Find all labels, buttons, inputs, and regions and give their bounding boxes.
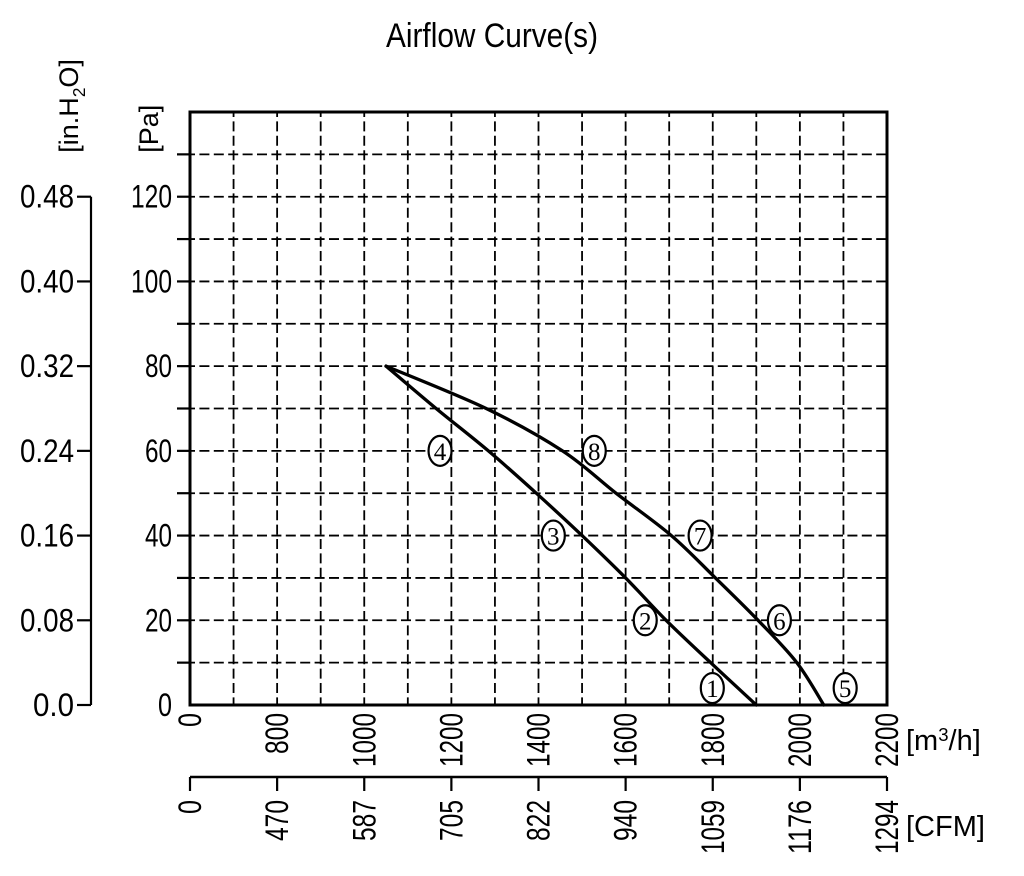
cfm-tick-label: 940 (608, 800, 644, 841)
m3h-tick-label: 1600 (608, 713, 644, 767)
curve-marker-circle (699, 671, 725, 705)
m3h-tick-label: 800 (259, 713, 295, 754)
inh2o-tick-label: 0.08 (20, 602, 74, 638)
inh2o-tick-label: 0.40 (20, 263, 74, 299)
cfm-tick-label: 1176 (782, 800, 818, 854)
curve-marker-number: 6 (773, 608, 786, 635)
curve-marker-3: 3 (540, 519, 566, 552)
pa-axis-ticks (177, 153, 190, 664)
curve-marker-number: 8 (588, 439, 601, 466)
cfm-tick-label: 0 (172, 800, 208, 814)
airflow-curve-5-6-7-8 (384, 364, 826, 707)
curve-marker-number: 2 (639, 608, 652, 635)
curve-marker-7: 7 (687, 519, 713, 552)
pa-tick-label: 40 (145, 518, 172, 554)
pa-tick-label: 80 (145, 348, 172, 384)
curve-marker-number: 7 (694, 524, 707, 551)
curve-marker-circle (766, 604, 793, 637)
m3h-tick-label: 1000 (346, 713, 382, 767)
pa-tick-label: 120 (131, 179, 172, 215)
m3h-axis-unit-label: [m3/h] (906, 724, 981, 757)
m3h-tick-label: 2200 (869, 713, 905, 767)
curve-marker-circle (632, 604, 658, 637)
m3h-tick-label: 1400 (521, 713, 557, 767)
m3h-tick-label: 1200 (433, 713, 469, 767)
inh2o-tick-label: 0.24 (20, 433, 74, 469)
cfm-axis-unit-label: [CFM] (906, 811, 985, 843)
curve-marker-number: 4 (434, 439, 447, 466)
curve-marker-number: 3 (547, 524, 560, 551)
curve-marker-circle (687, 519, 713, 552)
curve-marker-1: 1 (699, 671, 725, 705)
m3h-tick-label: 1800 (695, 713, 731, 767)
inh2o-tick-label: 0.48 (20, 179, 74, 215)
inh2o-axis-unit-label: [in.H2O] (54, 59, 89, 153)
cfm-tick-label: 705 (433, 800, 469, 841)
cfm-tick-label: 1059 (695, 800, 731, 854)
curve-marker-8: 8 (581, 434, 607, 467)
inh2o-tick-label: 0.0 (33, 687, 74, 723)
inh2o-tick-label: 0.32 (20, 348, 74, 384)
curve-marker-circle (581, 434, 607, 467)
curve-marker-circle (427, 434, 453, 467)
airflow-curve-1-2-3-4 (384, 364, 758, 707)
chart-title: Airflow Curve(s) (386, 17, 598, 55)
cfm-tick-label: 587 (346, 800, 382, 841)
curve-marker-2: 2 (632, 604, 658, 637)
curve-marker-circle (540, 519, 566, 552)
cfm-tick-label: 822 (521, 800, 557, 841)
gridlines (190, 112, 887, 705)
m3h-tick-label: 0 (172, 713, 208, 727)
curve-marker-4: 4 (427, 434, 453, 467)
inh2o-tick-label: 0.16 (20, 518, 74, 554)
curve-marker-number: 5 (839, 676, 852, 703)
cfm-tick-label: 470 (259, 800, 295, 841)
pa-tick-label: 20 (145, 602, 172, 638)
curve-marker-5: 5 (832, 671, 858, 705)
m3h-tick-label: 2000 (782, 713, 818, 767)
pa-tick-label: 0 (158, 687, 172, 723)
pa-tick-label: 100 (131, 263, 172, 299)
curve-marker-circle (832, 671, 858, 705)
curve-marker-number: 1 (706, 676, 719, 703)
pa-axis-unit-label: [Pa] (134, 105, 164, 153)
curve-marker-6: 6 (766, 604, 793, 637)
pa-tick-label: 60 (145, 433, 172, 469)
cfm-tick-label: 1294 (869, 800, 905, 854)
